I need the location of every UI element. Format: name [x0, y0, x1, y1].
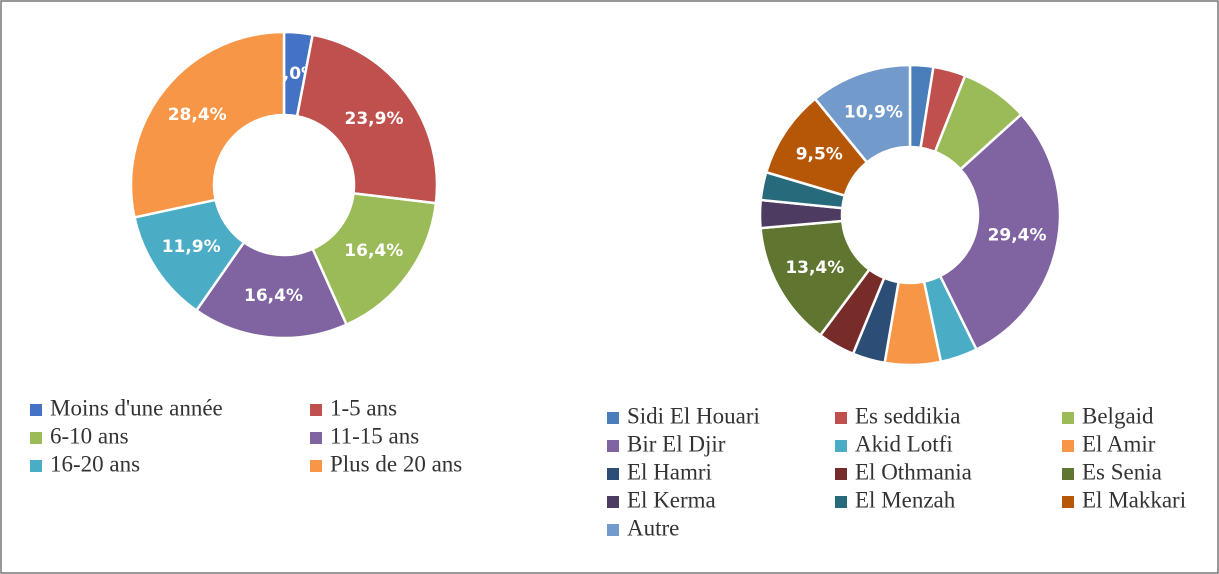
data-label: 28,4% [168, 105, 227, 125]
legend-swatch [607, 468, 619, 480]
legend-label: Bir El Djir [627, 431, 726, 456]
donut-slice [310, 191, 438, 327]
legend-label: El Menzah [855, 487, 956, 512]
legend-label: 11-15 ans [330, 423, 419, 448]
legend-swatch [30, 460, 42, 472]
legend-swatch [1062, 468, 1074, 480]
donut-slice [938, 112, 1062, 352]
legend-swatch [1062, 440, 1074, 452]
data-label: 16,4% [244, 286, 303, 306]
legend-swatch [310, 404, 322, 416]
legend-swatch [310, 460, 322, 472]
legend-label: Akid Lotfi [855, 431, 953, 456]
legend-swatch [1062, 496, 1074, 508]
legend-label: Plus de 20 ans [330, 451, 462, 476]
data-label: 23,9% [345, 109, 404, 129]
data-label: 13,4% [785, 258, 844, 278]
data-label: 11,9% [162, 237, 221, 257]
legend-swatch [607, 412, 619, 424]
legend-swatch [607, 440, 619, 452]
legend-swatch [30, 404, 42, 416]
legend-label: Autre [627, 515, 679, 540]
legend-swatch [30, 432, 42, 444]
data-label: 10,9% [844, 102, 903, 122]
data-label: 29,4% [988, 225, 1047, 245]
legend-label: Belgaid [1082, 403, 1154, 428]
legend-label: 1-5 ans [330, 395, 397, 420]
legend-swatch [607, 524, 619, 536]
legend-swatch [835, 412, 847, 424]
data-label: 9,5% [796, 145, 843, 165]
legend-swatch [1062, 412, 1074, 424]
donut-slice [295, 33, 439, 205]
legend-label: El Hamri [627, 459, 712, 484]
legend-label: Es seddikia [855, 403, 960, 428]
legend-label: Es Senia [1082, 459, 1162, 484]
legend-swatch [835, 468, 847, 480]
legend-swatch [835, 496, 847, 508]
legend-label: Sidi El Houari [627, 403, 760, 428]
donut-slice [813, 63, 912, 165]
data-label: 16,4% [344, 241, 403, 261]
legend-label: El Othmania [855, 459, 972, 484]
legend-label: 16-20 ans [50, 451, 140, 476]
legend-label: Moins d'une année [50, 395, 223, 420]
donut-slice [194, 240, 349, 340]
legend-label: El Kerma [627, 487, 716, 512]
legend-label: El Amir [1082, 431, 1156, 456]
legend-swatch [310, 432, 322, 444]
legend-swatch [607, 496, 619, 508]
legend-label: El Makkari [1082, 487, 1186, 512]
legend-swatch [835, 440, 847, 452]
donut-slice [129, 30, 286, 219]
legend-label: 6-10 ans [50, 423, 129, 448]
